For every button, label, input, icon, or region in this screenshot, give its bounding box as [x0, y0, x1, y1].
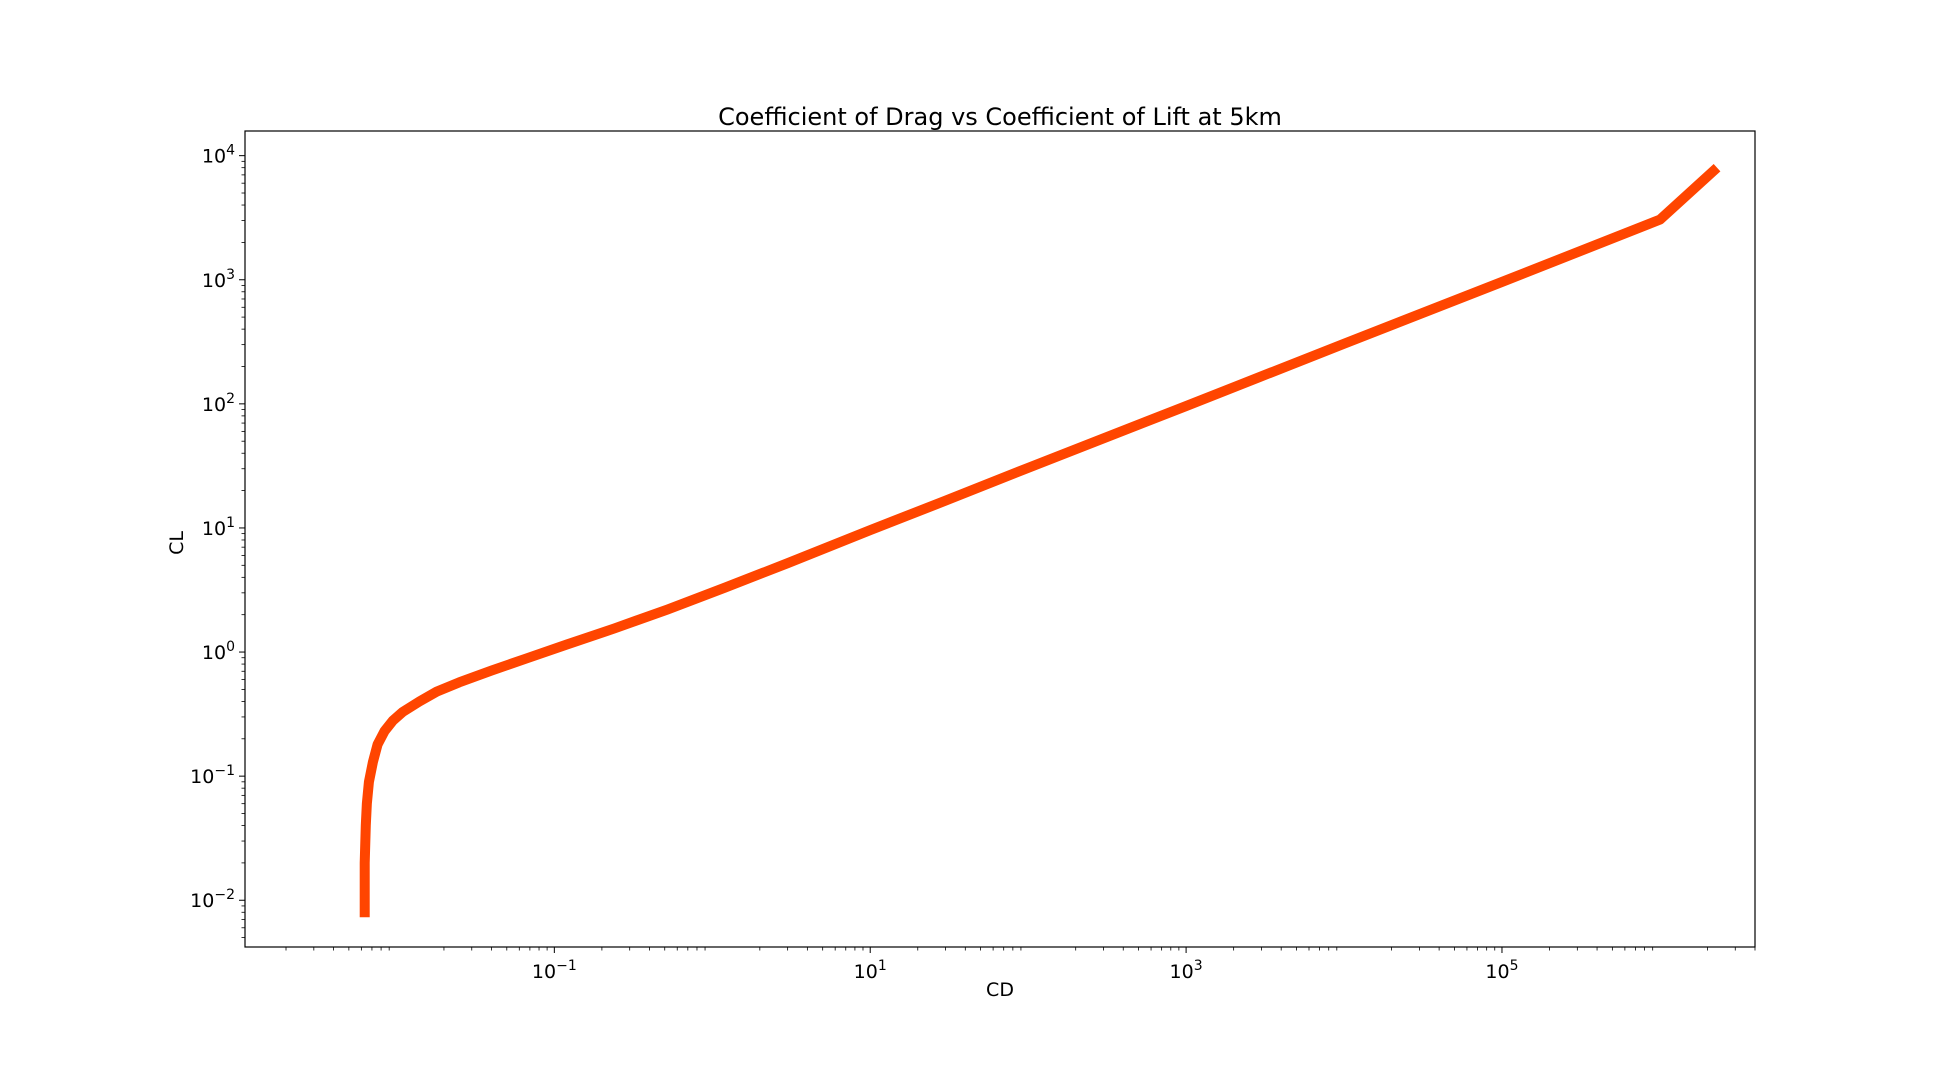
- x-axis-label: CD: [986, 979, 1014, 1001]
- y-tick-label: 101: [202, 515, 235, 540]
- y-tick-label: 10−2: [190, 887, 235, 912]
- y-axis-label: CL: [166, 531, 188, 555]
- x-tick-label: 10−1: [532, 958, 577, 983]
- y-tick-label: 104: [202, 143, 235, 168]
- x-axis: 10−1 101 103 105: [285, 947, 1756, 983]
- y-tick-label: 100: [202, 639, 235, 664]
- x-tick-label: 105: [1485, 958, 1518, 983]
- chart-title: Coefficient of Drag vs Coefficient of Li…: [718, 103, 1282, 131]
- series-line-0: [359, 163, 1721, 918]
- x-tick-label: 101: [854, 958, 887, 983]
- y-tick-label: 103: [202, 267, 235, 292]
- x-tick-label: 103: [1170, 958, 1203, 983]
- y-tick-label: 10−1: [190, 763, 235, 788]
- plot-area: [359, 163, 1721, 918]
- y-tick-label: 102: [202, 391, 235, 416]
- y-axis: 10−2 10−1 100 101 102 103 104: [190, 143, 245, 939]
- axes-frame: [244, 130, 1756, 948]
